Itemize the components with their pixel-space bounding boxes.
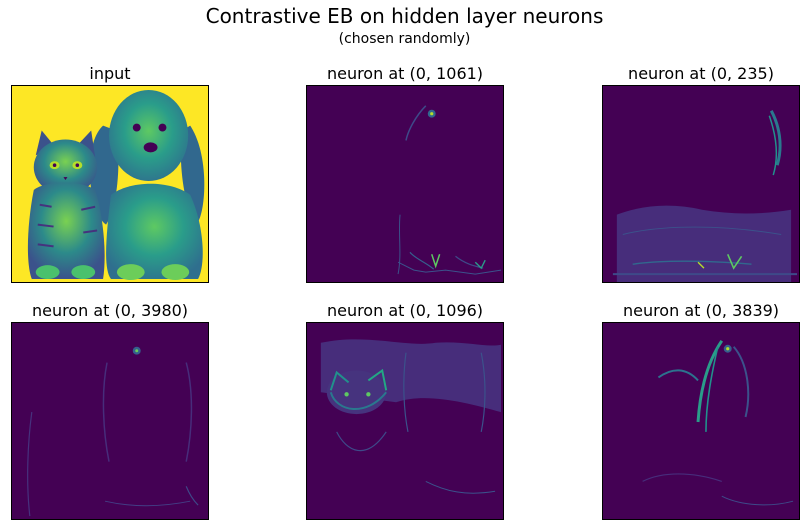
panel-title-neuron-235: neuron at (0, 235) xyxy=(628,64,774,83)
panel-title-neuron-3980: neuron at (0, 3980) xyxy=(31,301,189,320)
panel-title-neuron-3839: neuron at (0, 3839) xyxy=(622,301,780,320)
saliency-map-1096 xyxy=(307,323,503,519)
saliency-map-neuron-1096 xyxy=(306,322,504,520)
panel-title-input: input xyxy=(89,64,131,83)
saliency-map-3980 xyxy=(12,323,208,519)
figure-title: Contrastive EB on hidden layer neurons xyxy=(205,4,604,28)
saliency-map-neuron-235 xyxy=(602,85,800,283)
input-image xyxy=(12,86,208,282)
input-image-panel xyxy=(11,85,209,283)
saliency-map-neuron-1061 xyxy=(306,85,504,283)
saliency-map-1061 xyxy=(307,86,503,282)
saliency-map-235 xyxy=(603,86,799,282)
panel-title-neuron-1096: neuron at (0, 1096) xyxy=(326,301,484,320)
saliency-map-3839 xyxy=(603,323,799,519)
panel-title-neuron-1061: neuron at (0, 1061) xyxy=(326,64,484,83)
figure-subtitle: (chosen randomly) xyxy=(338,31,471,47)
saliency-map-neuron-3980 xyxy=(11,322,209,520)
saliency-map-neuron-3839 xyxy=(602,322,800,520)
